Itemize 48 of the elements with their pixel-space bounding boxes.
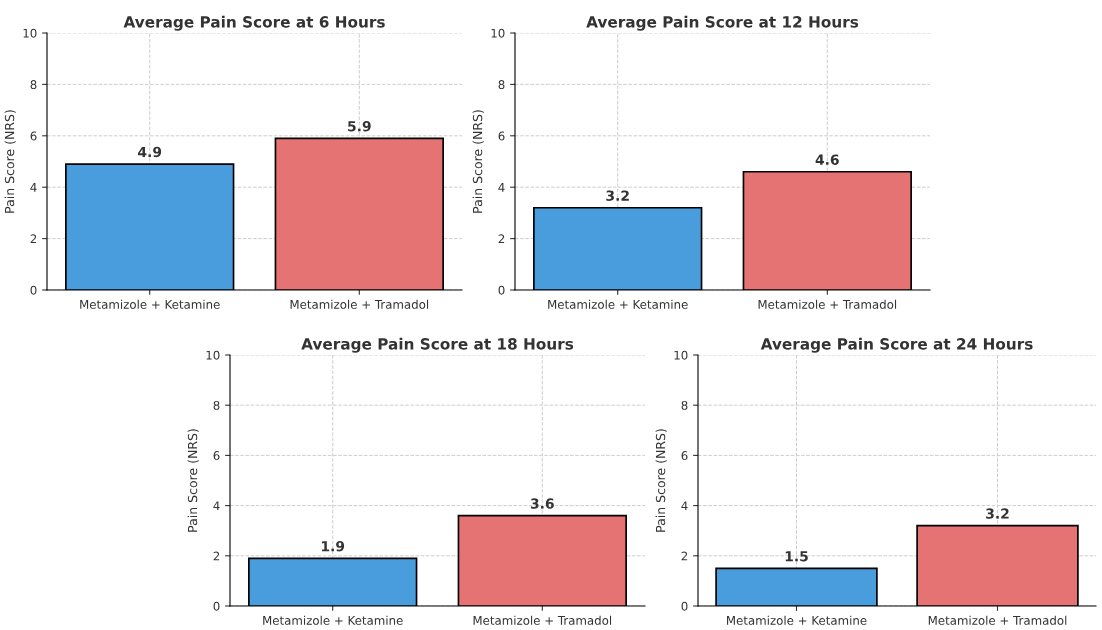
data-label: 5.9: [348, 121, 371, 132]
y-tick-label: 4: [30, 183, 37, 192]
x-tick-label: Metamizole + Tramadol: [290, 299, 429, 309]
x-tick-label: Metamizole + Ketamine: [80, 299, 220, 309]
y-tick-label: 4: [213, 501, 220, 511]
y-tick-label: 8: [30, 80, 37, 90]
y-tick-label: 6: [213, 451, 220, 461]
data-label: 3.2: [606, 190, 629, 201]
y-tick-label: 4: [681, 501, 688, 511]
y-tick-label: 2: [681, 551, 688, 561]
chart-title: Average Pain Score at 24 Hours: [760, 337, 1033, 353]
chart-title: Average Pain Score at 12 Hours: [586, 15, 859, 31]
y-tick-label: 10: [674, 350, 688, 360]
chart-title: Average Pain Score at 18 Hours: [301, 337, 574, 353]
data-label: 4.9: [138, 146, 162, 158]
y-tick-label: 6: [498, 131, 505, 141]
x-tick-label: Metamizole + Tramadol: [758, 299, 897, 309]
data-label: 4.6: [815, 154, 839, 165]
y-tick-label: 10: [491, 28, 505, 38]
y-tick-label: 4: [498, 183, 505, 192]
y-axis-title: Pain Score (NRS): [655, 429, 667, 532]
data-label: 1.5: [785, 551, 808, 562]
y-tick-label: 6: [30, 131, 37, 141]
data-label: 3.2: [986, 508, 1009, 519]
y-tick-label: 10: [206, 350, 220, 360]
y-tick-label: 0: [30, 285, 37, 295]
y-tick-label: 8: [213, 400, 220, 410]
x-tick-label: Metamizole + Tramadol: [473, 615, 612, 625]
y-axis-title: Pain Score (NRS): [4, 110, 16, 213]
x-tick-label: Metamizole + Ketamine: [263, 615, 403, 625]
x-tick-label: Metamizole + Ketamine: [727, 615, 867, 625]
y-tick-label: 2: [498, 234, 505, 244]
y-tick-label: 2: [213, 551, 220, 561]
data-label: 3.6: [530, 498, 554, 509]
y-tick-label: 8: [681, 400, 688, 410]
x-tick-label: Metamizole + Ketamine: [548, 299, 688, 309]
data-label: 1.9: [321, 540, 345, 552]
y-tick-label: 2: [30, 234, 37, 244]
y-tick-label: 0: [498, 285, 505, 295]
chart-title: Average Pain Score at 6 Hours: [123, 15, 385, 31]
y-axis-title: Pain Score (NRS): [472, 110, 484, 213]
y-axis-title: Pain Score (NRS): [187, 429, 199, 532]
x-tick-label: Metamizole + Tramadol: [928, 615, 1067, 625]
y-tick-label: 8: [498, 80, 505, 90]
y-tick-label: 10: [23, 28, 37, 38]
y-tick-label: 0: [681, 601, 688, 611]
y-tick-label: 6: [681, 451, 688, 461]
y-tick-label: 0: [213, 601, 220, 611]
